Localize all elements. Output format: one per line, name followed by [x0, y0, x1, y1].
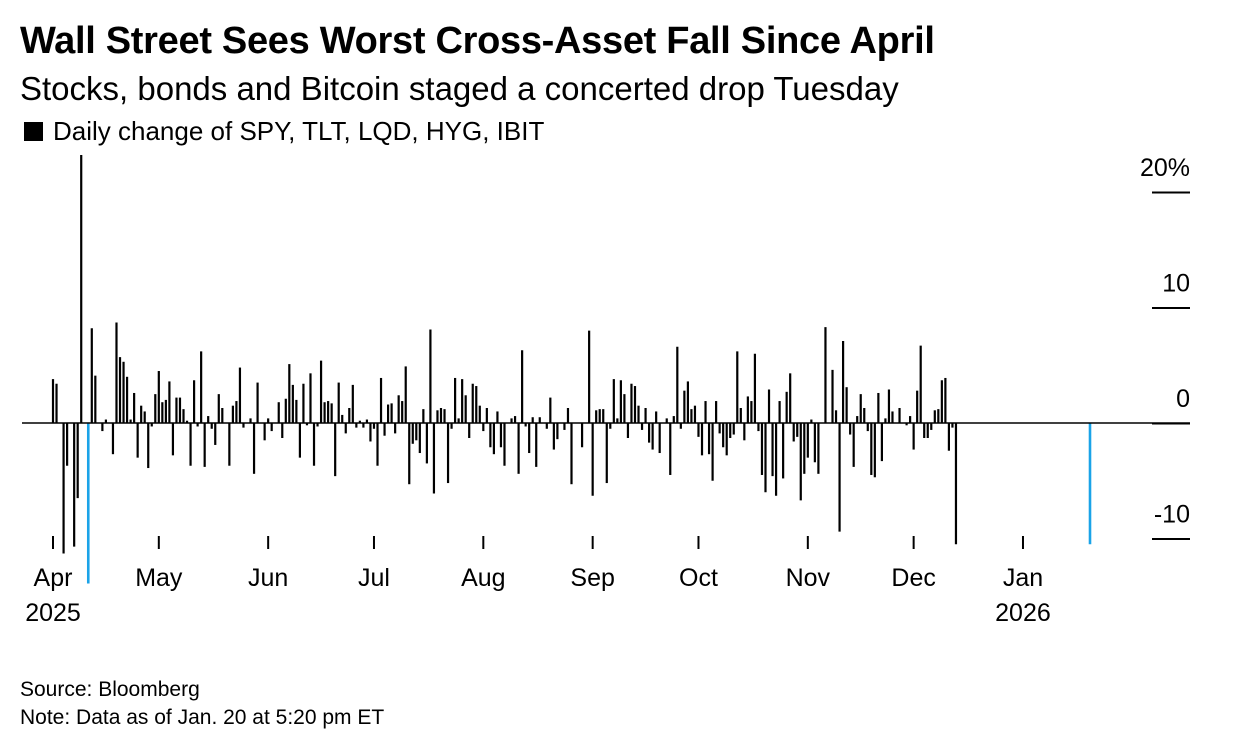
source-note: Source: Bloomberg [20, 678, 200, 701]
x-tick-label: May [135, 564, 183, 592]
chart-subtitle: Stocks, bonds and Bitcoin staged a conce… [20, 70, 899, 107]
axis-layer: 20% 10 0 -10 Apr 2025 May Jun Jul Aug Sep Oct Nov Dec… [22, 154, 1190, 627]
y-tick-label: 10 [1162, 270, 1190, 298]
x-tick-label: Jun [248, 564, 288, 592]
x-tick-label: Aug [461, 564, 505, 592]
data-note: Note: Data as of Jan. 20 at 5:20 pm ET [20, 706, 385, 729]
x-year-label: 2025 [25, 599, 81, 627]
legend-swatch [24, 122, 43, 141]
chart-title: Wall Street Sees Worst Cross-Asset Fall … [20, 20, 935, 62]
legend: Daily change of SPY, TLT, LQD, HYG, IBIT [24, 116, 544, 147]
x-tick-label: Apr [34, 564, 73, 592]
bars-layer [51, 155, 1092, 584]
y-tick-label: 20% [1140, 154, 1190, 182]
x-tick-label: Oct [679, 564, 718, 592]
x-tick-label: Nov [786, 564, 831, 592]
x-year-label: 2026 [995, 599, 1051, 627]
x-tick-label: Jan [1003, 564, 1043, 592]
y-tick-label: -10 [1154, 501, 1190, 529]
x-tick-label: Jul [358, 564, 390, 592]
y-tick-label: 0 [1176, 385, 1190, 413]
x-tick-label: Dec [891, 564, 935, 592]
x-tick-label: Sep [570, 564, 614, 592]
legend-label: Daily change of SPY, TLT, LQD, HYG, IBIT [53, 116, 545, 146]
